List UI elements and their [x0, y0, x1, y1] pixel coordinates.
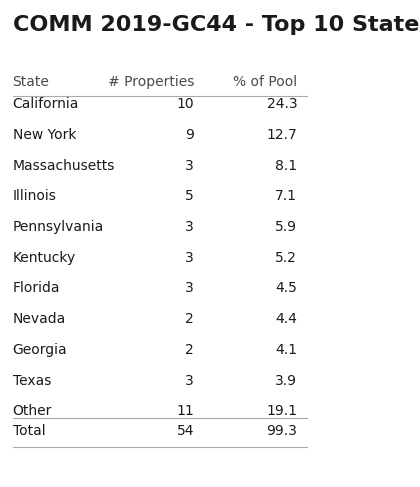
- Text: 19.1: 19.1: [266, 404, 297, 418]
- Text: 5.2: 5.2: [276, 251, 297, 265]
- Text: 3.9: 3.9: [275, 374, 297, 388]
- Text: 3: 3: [185, 281, 194, 296]
- Text: Massachusetts: Massachusetts: [13, 159, 115, 173]
- Text: COMM 2019-GC44 - Top 10 States: COMM 2019-GC44 - Top 10 States: [13, 15, 420, 35]
- Text: 5: 5: [185, 189, 194, 204]
- Text: State: State: [13, 75, 50, 90]
- Text: 4.1: 4.1: [275, 343, 297, 357]
- Text: 8.1: 8.1: [275, 159, 297, 173]
- Text: Illinois: Illinois: [13, 189, 56, 204]
- Text: 24.3: 24.3: [267, 97, 297, 112]
- Text: 2: 2: [185, 343, 194, 357]
- Text: % of Pool: % of Pool: [233, 75, 297, 90]
- Text: Pennsylvania: Pennsylvania: [13, 220, 104, 234]
- Text: Nevada: Nevada: [13, 312, 66, 326]
- Text: 5.9: 5.9: [275, 220, 297, 234]
- Text: 10: 10: [176, 97, 194, 112]
- Text: Florida: Florida: [13, 281, 60, 296]
- Text: 4.4: 4.4: [276, 312, 297, 326]
- Text: 3: 3: [185, 220, 194, 234]
- Text: Total: Total: [13, 424, 45, 438]
- Text: 12.7: 12.7: [266, 128, 297, 142]
- Text: 3: 3: [185, 251, 194, 265]
- Text: 7.1: 7.1: [275, 189, 297, 204]
- Text: 11: 11: [176, 404, 194, 418]
- Text: 3: 3: [185, 159, 194, 173]
- Text: 54: 54: [176, 424, 194, 438]
- Text: 9: 9: [185, 128, 194, 142]
- Text: Other: Other: [13, 404, 52, 418]
- Text: California: California: [13, 97, 79, 112]
- Text: Kentucky: Kentucky: [13, 251, 76, 265]
- Text: New York: New York: [13, 128, 76, 142]
- Text: 4.5: 4.5: [276, 281, 297, 296]
- Text: 2: 2: [185, 312, 194, 326]
- Text: 99.3: 99.3: [266, 424, 297, 438]
- Text: # Properties: # Properties: [108, 75, 194, 90]
- Text: Texas: Texas: [13, 374, 51, 388]
- Text: Georgia: Georgia: [13, 343, 67, 357]
- Text: 3: 3: [185, 374, 194, 388]
